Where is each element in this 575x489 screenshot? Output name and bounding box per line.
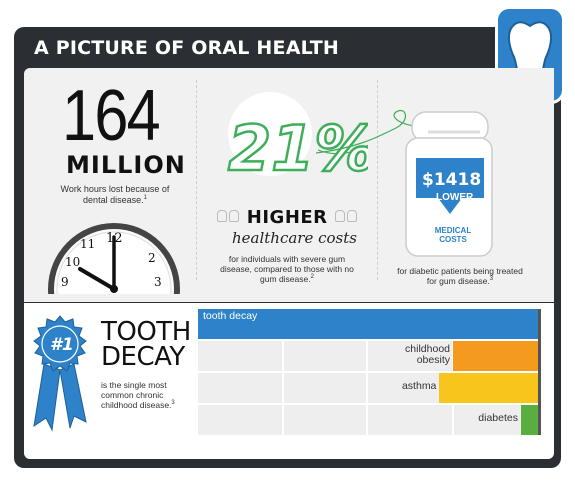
tooth-icon: [217, 210, 227, 222]
bar-label: childhood obesity: [405, 343, 450, 367]
clock-number: 11: [80, 237, 95, 251]
award-ribbon-icon: [33, 315, 87, 432]
grid-cell: [368, 341, 452, 371]
healthcare-caption: for individuals with severe gum disease,…: [220, 254, 354, 285]
healthcare-subhead: healthcare costs: [232, 229, 357, 247]
tooth-icon: [335, 210, 346, 222]
chronic-caption: is the single most common chronic childh…: [101, 380, 175, 411]
cost-direction: LOWER: [436, 192, 474, 203]
chart-axis: [538, 309, 541, 435]
work-hours-caption: Work hours lost because of dental diseas…: [60, 184, 170, 206]
clock-number: 10: [65, 255, 80, 269]
divider: [377, 80, 378, 280]
floss-container-icon: [405, 111, 493, 257]
floss-thread: [316, 110, 427, 154]
diabetic-caption: for diabetic patients being treated for …: [397, 266, 523, 287]
bar-tooth-decay: [198, 309, 538, 339]
clock-number: 9: [61, 275, 69, 289]
tooth-icon: [347, 210, 358, 222]
bar-asthma: [439, 373, 538, 403]
grid-cell: [198, 405, 282, 435]
grid-cell: [368, 373, 452, 403]
grid-cell: [368, 405, 452, 435]
clock-number: 2: [148, 251, 156, 265]
bar-diabetes: [521, 405, 538, 435]
work-hours-value: 164: [62, 76, 161, 156]
grid-cell: [198, 373, 282, 403]
grid-cell: [284, 341, 366, 371]
page-title: A PICTURE OF ORAL HEALTH: [34, 37, 340, 59]
medical-cost-amount: $1418: [422, 170, 482, 190]
bar-label: tooth decay: [203, 310, 258, 322]
higher-headline: HIGHER: [216, 207, 358, 228]
clock-number: 12: [106, 231, 123, 246]
divider: [196, 80, 197, 280]
rank-badge: #1: [50, 335, 74, 355]
clock-icon: 12 11 10 9 2 3: [48, 223, 180, 294]
bar-label: diabetes: [478, 412, 518, 424]
grid-cell: [284, 373, 366, 403]
grid-cell: [284, 405, 366, 435]
disease-bar-chart: tooth decay childhood obesity asthma diabet…: [198, 309, 543, 437]
tooth-icon: [229, 210, 239, 222]
bar-childhood-obesity: [453, 341, 538, 371]
grid-cell: [198, 341, 282, 371]
bar-label: asthma: [401, 380, 437, 392]
medical-costs-label: MEDICAL COSTS: [434, 226, 472, 245]
work-hours-unit: MILLION: [66, 151, 186, 179]
clock-number: 3: [154, 275, 162, 289]
chronic-title: TOOTH DECAY: [101, 317, 191, 373]
